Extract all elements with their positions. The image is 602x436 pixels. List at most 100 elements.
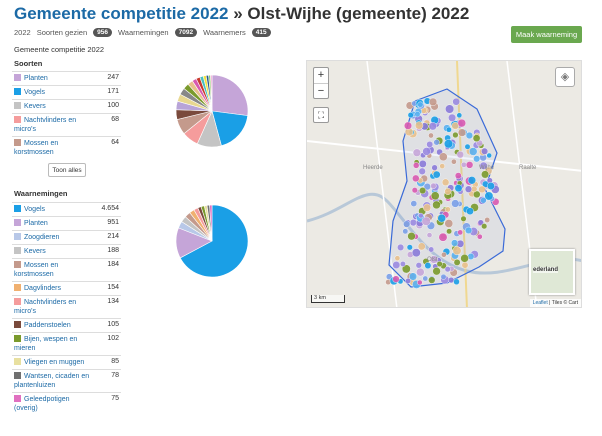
observation-marker[interactable]	[438, 152, 448, 162]
observation-marker[interactable]	[444, 266, 451, 273]
observation-marker[interactable]	[426, 141, 434, 148]
add-observation-button[interactable]: Maak waarneming	[511, 26, 582, 43]
observation-marker[interactable]	[481, 147, 489, 155]
observation-marker[interactable]	[478, 185, 486, 194]
competition-link[interactable]: Gemeente competitie 2022	[14, 4, 229, 23]
observation-marker[interactable]	[451, 158, 457, 165]
observation-marker[interactable]	[479, 161, 488, 170]
observation-marker[interactable]	[428, 122, 437, 131]
group-name-label[interactable]: Kevers	[24, 103, 46, 110]
observation-marker[interactable]	[466, 207, 474, 215]
group-name-label[interactable]: Nachtvlinders en micro's	[14, 299, 77, 315]
observation-marker[interactable]	[481, 223, 488, 230]
observation-marker[interactable]	[419, 187, 427, 195]
group-name-cell[interactable]: Kevers	[12, 99, 93, 114]
observation-marker[interactable]	[394, 255, 401, 261]
group-name-label[interactable]: Vogels	[24, 206, 46, 213]
observation-marker[interactable]	[445, 104, 455, 114]
group-name-cell[interactable]: Nachtvlinders en micro's	[12, 113, 93, 137]
observation-marker[interactable]	[452, 246, 462, 256]
table-row[interactable]: Mossen en korstmossen 64	[12, 136, 121, 159]
observation-marker[interactable]	[460, 254, 469, 263]
observation-marker[interactable]	[465, 161, 474, 169]
observation-marker[interactable]	[452, 131, 459, 139]
observation-marker[interactable]	[470, 185, 478, 193]
table-row[interactable]: Geleedpotigen (overig) 75	[12, 392, 121, 415]
observation-marker[interactable]	[464, 143, 471, 150]
group-name-cell[interactable]: Zoogdieren	[12, 230, 93, 245]
group-name-cell[interactable]: Vogels	[12, 202, 93, 217]
fullscreen-icon[interactable]: ⛶	[313, 107, 329, 123]
observation-marker[interactable]	[417, 242, 426, 251]
group-name-label[interactable]: Mossen en korstmossen	[14, 140, 59, 156]
observation-marker[interactable]	[439, 163, 445, 169]
observation-marker[interactable]	[422, 275, 429, 282]
table-row[interactable]: Nachtvlinders en micro's 68	[12, 113, 121, 137]
leaflet-link[interactable]: Leaflet	[532, 300, 548, 306]
table-row[interactable]: Vogels 171	[12, 85, 121, 100]
observation-marker[interactable]	[429, 255, 439, 264]
observation-marker[interactable]	[412, 174, 420, 183]
observation-marker[interactable]	[456, 112, 463, 119]
observation-marker[interactable]	[461, 261, 469, 269]
observation-marker[interactable]	[431, 164, 438, 171]
observation-marker[interactable]	[418, 160, 427, 168]
observation-marker[interactable]	[448, 277, 455, 284]
show-all-button[interactable]: Toon alles	[48, 163, 86, 177]
group-name-cell[interactable]: Vliegen en muggen	[12, 355, 93, 370]
observation-marker[interactable]	[453, 258, 461, 266]
table-row[interactable]: Vogels 4.654	[12, 202, 121, 217]
zoom-out-button[interactable]: −	[314, 83, 328, 98]
group-name-cell[interactable]: Planten	[12, 71, 93, 86]
group-name-cell[interactable]: Geleedpotigen (overig)	[12, 392, 93, 415]
observation-marker[interactable]	[414, 121, 424, 130]
group-name-cell[interactable]: Mossen en korstmossen	[12, 258, 93, 282]
observation-marker[interactable]	[408, 272, 417, 281]
observation-marker[interactable]	[437, 213, 446, 223]
table-row[interactable]: Bijen, wespen en mieren 102	[12, 332, 121, 356]
group-name-label[interactable]: Nachtvlinders en micro's	[14, 117, 77, 133]
observation-marker[interactable]	[412, 148, 422, 157]
observation-marker[interactable]	[473, 190, 481, 199]
observation-marker[interactable]	[423, 203, 432, 212]
observation-marker[interactable]	[486, 182, 495, 190]
group-name-label[interactable]: Geleedpotigen (overig)	[14, 396, 70, 412]
observation-marker[interactable]	[410, 200, 418, 207]
observation-marker[interactable]	[457, 128, 467, 137]
group-name-cell[interactable]: Mossen en korstmossen	[12, 136, 93, 159]
observation-marker[interactable]	[438, 232, 448, 242]
table-row[interactable]: Paddenstoelen 105	[12, 318, 121, 333]
observation-marker[interactable]	[465, 226, 473, 235]
observation-marker[interactable]	[422, 147, 431, 156]
group-name-cell[interactable]: Paddenstoelen	[12, 318, 93, 333]
observation-marker[interactable]	[407, 112, 414, 119]
observation-marker[interactable]	[400, 261, 406, 267]
observation-marker[interactable]	[451, 199, 460, 208]
table-row[interactable]: Planten 951	[12, 216, 121, 231]
observation-marker[interactable]	[484, 191, 494, 201]
observation-marker[interactable]	[402, 228, 409, 235]
group-name-label[interactable]: Vliegen en muggen	[24, 359, 85, 366]
observation-marker[interactable]	[486, 152, 492, 159]
group-name-cell[interactable]: Wantsen, cicaden en plantenluizen	[12, 369, 93, 393]
observation-marker[interactable]	[392, 275, 400, 283]
group-name-cell[interactable]: Vogels	[12, 85, 93, 100]
observation-marker[interactable]	[433, 139, 440, 146]
observation-marker[interactable]	[472, 134, 481, 142]
observation-marker[interactable]	[448, 113, 457, 122]
map-canvas[interactable]	[307, 61, 582, 308]
observation-marker[interactable]	[452, 97, 460, 106]
observation-marker[interactable]	[417, 279, 423, 286]
group-name-label[interactable]: Paddenstoelen	[24, 322, 71, 329]
observation-marker[interactable]	[415, 262, 422, 269]
observation-marker[interactable]	[428, 97, 438, 107]
pie-slice[interactable]	[179, 204, 249, 278]
table-row[interactable]: Zoogdieren 214	[12, 230, 121, 245]
observation-marker[interactable]	[414, 111, 421, 118]
observation-marker[interactable]	[444, 206, 451, 213]
group-name-cell[interactable]: Planten	[12, 216, 93, 231]
observation-marker[interactable]	[464, 185, 473, 193]
group-name-label[interactable]: Kevers	[24, 248, 46, 255]
observation-marker[interactable]	[446, 228, 453, 235]
table-row[interactable]: Vliegen en muggen 85	[12, 355, 121, 370]
